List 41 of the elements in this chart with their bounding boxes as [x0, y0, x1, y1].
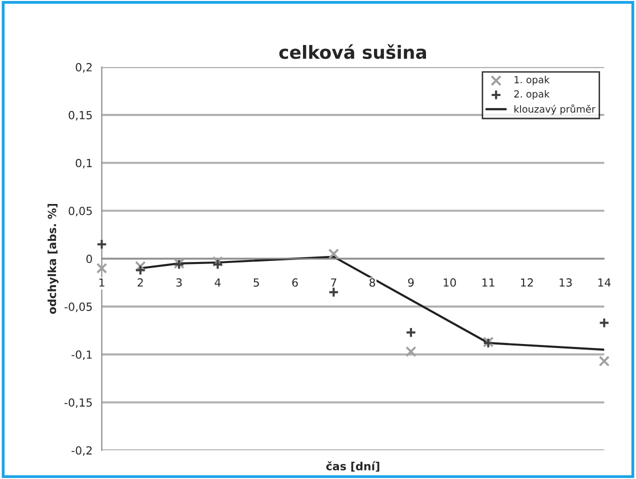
x-tick-label: 8: [370, 278, 376, 287]
point: [328, 248, 340, 260]
point: [96, 262, 108, 274]
chart-title: celková sušina: [279, 44, 426, 59]
x-tick-label: 9: [408, 278, 414, 287]
x-axis-title: čas [dní]: [326, 461, 380, 472]
point: [598, 356, 610, 367]
point: [212, 256, 224, 267]
x-tick-label: 7: [331, 278, 336, 287]
x-tick-label: 11: [482, 278, 494, 287]
x-tick-label: 13: [560, 278, 572, 287]
y-tick-label: -0,1: [72, 350, 92, 360]
y-tick-label: 0,15: [68, 110, 92, 120]
point: [328, 286, 340, 298]
y-tick-label: -0,2: [72, 446, 92, 456]
point: [134, 260, 146, 272]
y-tick-label: -0,15: [64, 398, 92, 408]
x-tick-label: 4: [214, 278, 221, 287]
point: [406, 326, 416, 338]
point: [598, 317, 610, 328]
y-tick-label: 0,05: [68, 206, 92, 216]
point: [134, 264, 146, 276]
x-tick-label: 6: [292, 278, 298, 287]
legend-label: 2. opak: [514, 90, 550, 100]
point: [96, 238, 108, 250]
y-tick-label: -0,05: [64, 302, 92, 312]
y-tick-label: 0,2: [76, 63, 92, 73]
legend-label: klouzavý průměr: [514, 104, 596, 115]
x-tick-label: 1: [99, 278, 104, 287]
legend-label: 1. opak: [514, 76, 550, 86]
y-axis-title: odchylka [abs. %]: [48, 204, 58, 314]
x-tick-label: 10: [444, 278, 456, 287]
point: [406, 346, 416, 358]
x-tick-label: 12: [521, 278, 533, 287]
x-tick-label: 5: [254, 278, 259, 287]
y-tick-label: 0,1: [76, 158, 92, 168]
y-tick-label: 0: [86, 254, 92, 264]
x-tick-label: 2: [138, 278, 143, 287]
point: [212, 258, 224, 270]
x-tick-label: 14: [598, 278, 611, 287]
x-tick-label: 3: [176, 278, 182, 287]
